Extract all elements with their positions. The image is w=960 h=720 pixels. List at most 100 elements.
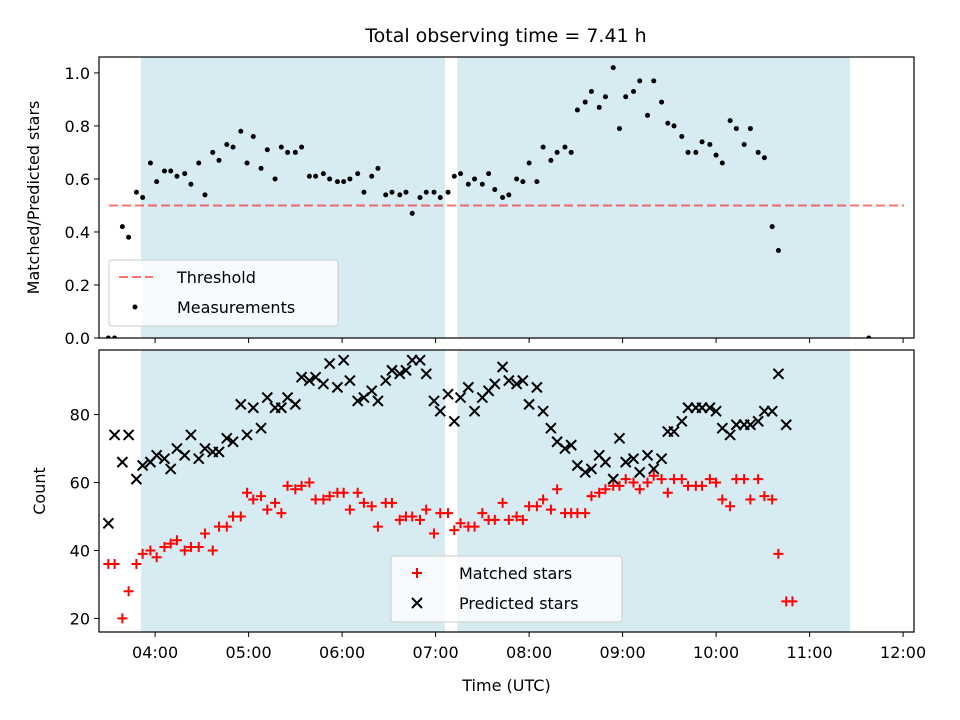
data-point — [469, 521, 480, 532]
data-point — [428, 395, 440, 407]
data-point — [787, 596, 798, 607]
data-point — [449, 525, 460, 536]
data-point — [631, 88, 637, 94]
legend-matched-swatch — [412, 568, 422, 578]
data-point — [600, 484, 611, 495]
data-point — [741, 141, 747, 147]
data-point — [755, 149, 761, 155]
data-point — [559, 442, 571, 455]
data-point — [210, 149, 216, 155]
data-point — [244, 160, 250, 166]
data-point — [158, 453, 171, 465]
data-point — [634, 484, 645, 495]
data-point — [574, 107, 580, 113]
legend-box — [390, 555, 623, 623]
x-tick-label: 10:00 — [693, 643, 739, 662]
data-point — [256, 491, 267, 502]
data-point — [221, 432, 233, 445]
data-point — [552, 484, 563, 495]
data-point — [262, 504, 273, 515]
data-point — [492, 187, 498, 193]
data-point — [517, 514, 528, 525]
data-point — [744, 419, 757, 431]
data-point — [454, 391, 467, 404]
data-point — [489, 514, 500, 525]
x-tick-label: 08:00 — [506, 643, 552, 662]
data-point — [538, 494, 549, 505]
data-point — [477, 508, 488, 519]
data-point — [290, 484, 301, 495]
data-point — [568, 149, 574, 155]
data-point — [780, 419, 792, 431]
data-point — [472, 176, 478, 182]
data-point — [717, 494, 728, 505]
y-axis-label: Count — [30, 467, 49, 515]
data-point — [250, 134, 256, 140]
data-point — [285, 149, 291, 155]
data-point — [179, 545, 190, 556]
data-point — [394, 368, 406, 380]
data-point — [331, 381, 344, 394]
data-point — [105, 335, 111, 338]
y-tick-label: 40 — [70, 541, 90, 560]
data-point — [126, 234, 132, 240]
data-point — [386, 364, 398, 377]
series-predicted-stars — [102, 354, 792, 529]
data-point — [317, 378, 330, 390]
data-point — [119, 224, 125, 230]
data-point — [724, 429, 736, 441]
data-point — [662, 487, 673, 498]
legend: Threshold Measurements — [108, 259, 339, 327]
data-point — [752, 415, 764, 428]
count-panel: 04:00 05:00 06:00 07:00 08:00 09:00 10:00 11:00… — [30, 349, 926, 695]
legend-measurements-swatch — [132, 304, 138, 310]
data-point — [496, 361, 509, 373]
data-point — [548, 157, 554, 163]
data-point — [303, 374, 316, 387]
data-point — [565, 439, 577, 451]
data-point — [620, 474, 631, 485]
x-tick-label: 07:00 — [413, 643, 459, 662]
data-point — [727, 118, 733, 124]
data-point — [510, 378, 523, 390]
data-point — [238, 128, 244, 134]
data-point — [445, 189, 451, 195]
data-point — [651, 78, 657, 84]
data-point — [344, 504, 355, 515]
data-point — [282, 480, 293, 491]
data-point — [258, 165, 264, 171]
data-point — [523, 398, 535, 411]
data-point — [383, 192, 389, 198]
data-point — [713, 152, 719, 158]
data-point — [361, 189, 367, 195]
data-point — [230, 144, 236, 150]
data-point — [497, 497, 508, 508]
data-point — [147, 160, 153, 166]
legend-label: Threshold — [176, 268, 256, 287]
data-point — [468, 405, 481, 417]
data-point — [545, 422, 557, 434]
data-point — [628, 477, 639, 488]
data-point — [278, 144, 284, 150]
data-point — [423, 189, 429, 195]
data-point — [451, 173, 457, 179]
data-point — [351, 395, 364, 407]
data-point — [421, 504, 432, 515]
y-tick-label: 80 — [70, 406, 90, 425]
data-point — [323, 357, 336, 370]
data-point — [733, 126, 739, 132]
data-point — [165, 538, 176, 549]
data-point — [725, 501, 736, 512]
data-point — [296, 480, 307, 491]
data-point — [151, 552, 162, 563]
data-point — [131, 559, 142, 570]
data-point — [116, 456, 129, 468]
data-point — [676, 415, 688, 428]
data-point — [769, 224, 775, 230]
data-point — [193, 453, 205, 465]
y-tick-label: 0.2 — [65, 276, 90, 295]
data-point — [642, 477, 653, 488]
data-point — [599, 456, 612, 468]
y-tick-label: 0.6 — [65, 170, 90, 189]
data-point — [455, 518, 466, 529]
